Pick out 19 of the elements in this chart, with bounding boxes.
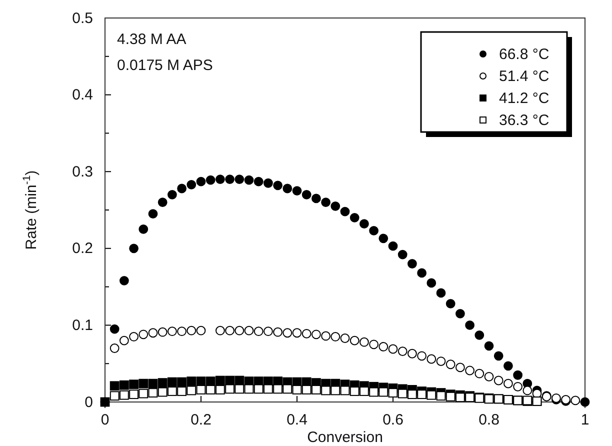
x-tick-label: 1 [580,412,590,428]
y-tick-label: 0.3 [72,163,93,180]
x-tick-label: 0.8 [478,412,500,428]
y-tick-label: 0.1 [72,317,93,334]
y-tick-label: 0 [84,394,93,411]
x-tick-label: 0.6 [382,412,404,428]
y-tick-label: 0.5 [72,10,93,27]
legend-label: 51.4 °C [499,68,550,85]
annotation: 0.0175 M APS [117,57,213,74]
x-tick-label: 0.2 [190,412,212,428]
legend-label: 66.8 °C [499,46,550,63]
x-tick-label: 0.4 [286,412,308,428]
legend-label: 36.3 °C [499,112,550,129]
x-axis-title: Conversion [307,429,383,446]
x-tick-label: 0 [100,412,110,428]
legend-label: 41.2 °C [499,90,550,107]
y-tick-label: 0.4 [72,86,93,104]
y-tick-label: 0.2 [72,240,93,258]
annotation: 4.38 M AA [117,31,186,48]
